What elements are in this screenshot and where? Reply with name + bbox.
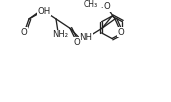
- Text: O: O: [104, 2, 110, 11]
- Text: NH: NH: [80, 33, 93, 42]
- Text: CH₃: CH₃: [84, 0, 98, 8]
- Text: O: O: [21, 28, 27, 37]
- Text: NH₂: NH₂: [52, 30, 68, 39]
- Text: O: O: [74, 38, 80, 47]
- Text: OH: OH: [37, 7, 51, 16]
- Text: O: O: [118, 28, 124, 37]
